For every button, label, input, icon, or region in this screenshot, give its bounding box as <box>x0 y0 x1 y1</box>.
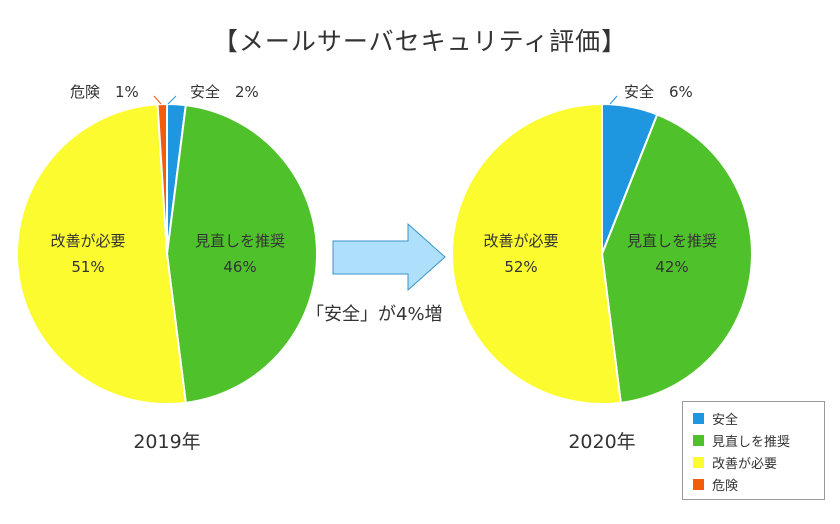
legend-item: 危険 <box>693 473 824 495</box>
leader-line <box>167 95 177 105</box>
legend-swatch <box>693 434 704 446</box>
legend-item: 安全 <box>693 407 824 429</box>
slice-label: 危険 1% <box>70 83 139 101</box>
slice-label: 見直しを推奨 <box>195 232 285 250</box>
slice-value-label: 46% <box>223 258 256 276</box>
slice-value-label: 52% <box>504 258 537 276</box>
leader-line <box>153 95 162 105</box>
slice-label: 改善が必要 <box>483 232 558 250</box>
legend-label: 見直しを推奨 <box>712 434 791 450</box>
legend-item: 改善が必要 <box>693 451 824 473</box>
slice-label: 見直しを推奨 <box>627 232 717 250</box>
slice-label: 改善が必要 <box>50 232 125 250</box>
pie-slice <box>16 103 187 406</box>
legend-swatch <box>693 412 704 424</box>
pie-2019: 安全 2% 見直しを推奨 46% 改善が必要 51% 危険 1% <box>16 83 318 406</box>
legend-label: 危険 <box>712 478 739 494</box>
legend: 安全 見直しを推奨 改善が必要 危険 <box>682 401 825 500</box>
pie-slice <box>165 104 318 404</box>
legend-label: 改善が必要 <box>712 456 778 472</box>
pie-slice <box>451 102 622 405</box>
legend-swatch <box>693 456 704 468</box>
year-label-2019: 2019年 <box>133 431 200 453</box>
slice-label: 安全 6% <box>624 83 693 101</box>
chart-title: 【メールサーバセキュリティ評価】 <box>212 27 628 56</box>
slice-label: 安全 2% <box>190 83 259 101</box>
legend-item: 見直しを推奨 <box>693 429 824 451</box>
leader-line <box>609 95 618 105</box>
slice-value-label: 42% <box>655 258 688 276</box>
comparison-arrow <box>332 222 446 292</box>
slice-value-label: 51% <box>71 258 104 276</box>
legend-swatch <box>693 478 704 490</box>
legend-label: 安全 <box>712 412 739 428</box>
year-label-2020: 2020年 <box>568 431 635 453</box>
pie-2020: 安全 6% 見直しを推奨 42% 改善が必要 52% <box>451 83 753 405</box>
pie-slice <box>156 102 168 255</box>
arrow-note: 「安全」が4%増 <box>306 304 443 325</box>
pie-slice <box>600 113 753 404</box>
